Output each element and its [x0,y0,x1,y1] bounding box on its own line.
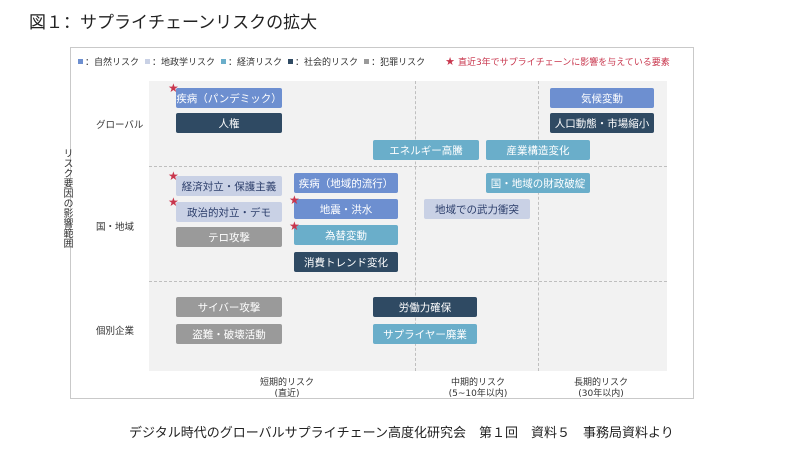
column-label-line1: 短期的リスク [259,378,314,388]
column-label-line1: 長期的リスク [573,378,628,388]
legend-label: ：地政学リスク [152,58,216,68]
risk-box-energy-prices: エネルギー高騰 [373,140,479,160]
legend: ：自然リスク ：地政学リスク ：経済リスク ：社会的リスク ：犯罪リスク ★ 直… [78,55,670,68]
risk-box-regional-epidemic: 疾病（地域的流行） [294,173,398,193]
risk-box-exchange-rate: 為替変動 [294,225,398,245]
legend-swatch [78,59,83,64]
risk-box-supplier-closure: サプライヤー廃業 [373,324,477,344]
legend-swatch [288,59,294,64]
page-title: 図１：サプライチェーンリスクの拡大 [29,13,318,33]
risk-box-consumer-trends: 消費トレンド変化 [294,252,398,272]
risk-box-armed-conflict: 地域での武力衝突 [424,199,530,219]
row-label-country-region: 国・地域 [96,222,135,233]
legend-item-natural: ：自然リスク [78,55,139,68]
column-label-short-term: 短期的リスク (直近) [232,378,342,400]
column-label-mid-term: 中期的リスク (5~10年以内) [423,378,533,400]
risk-box-fiscal-collapse: 国・地域の財政破綻 [486,173,590,193]
risk-box-climate-change: 気候変動 [550,88,654,108]
legend-swatch [145,59,151,64]
star-icon: ★ [168,169,179,183]
star-icon: ★ [289,193,300,207]
legend-item-social: ：社会的リスク [288,55,358,68]
risk-box-labor-shortage: 労働力確保 [373,297,477,317]
legend-item-geopolitical: ：地政学リスク [145,55,215,68]
risk-box-pandemic: 疾病（パンデミック） [176,88,282,108]
column-divider [538,81,539,371]
legend-label: ：犯罪リスク [371,58,426,68]
source-caption: デジタル時代のグローバルサプライチェーン高度化研究会 第１回 資料５ 事務局資料… [129,426,674,441]
risk-box-industry-structure: 産業構造変化 [486,140,590,160]
column-label-line2: (30年以内) [578,389,624,399]
risk-box-demographics-market: 人口動態・市場縮小 [550,113,654,133]
row-divider [149,166,667,167]
legend-swatch [364,59,370,64]
star-icon: ★ [445,55,455,68]
column-label-line2: (5~10年以内) [448,389,508,399]
row-divider [149,281,667,282]
legend-swatch [221,59,227,64]
risk-box-political-conflict: 政治的対立・デモ [176,202,282,222]
legend-item-economic: ：経済リスク [221,55,282,68]
risk-box-theft-sabotage: 盗難・破壊活動 [176,324,282,344]
legend-label: ：自然リスク [85,58,140,68]
column-label-long-term: 長期的リスク (30年以内) [546,378,656,400]
column-divider [415,81,416,371]
legend-label: ：社会的リスク [295,58,359,68]
row-label-individual-company: 個別企業 [96,326,135,337]
row-label-global: グローバル [96,120,144,131]
legend-star-label: 直近3年でサプライチェーンに影響を与えている要素 [457,58,670,68]
risk-box-cyber-attack: サイバー攻撃 [176,297,282,317]
star-icon: ★ [289,219,300,233]
risk-box-terror-attack: テロ攻撃 [176,227,282,247]
risk-box-earthquake-flood: 地震・洪水 [294,199,398,219]
star-icon: ★ [168,81,179,95]
column-label-line2: (直近) [274,389,300,399]
diagram-frame [70,47,694,399]
star-icon: ★ [168,195,179,209]
risk-box-economic-conflict: 経済対立・保護主義 [176,176,282,196]
legend-label: ：経済リスク [228,58,283,68]
column-label-line1: 中期的リスク [450,378,505,388]
y-axis-label: リスク要因の影響範囲 [61,148,72,248]
risk-box-human-rights: 人権 [176,113,282,133]
legend-item-crime: ：犯罪リスク [364,55,425,68]
